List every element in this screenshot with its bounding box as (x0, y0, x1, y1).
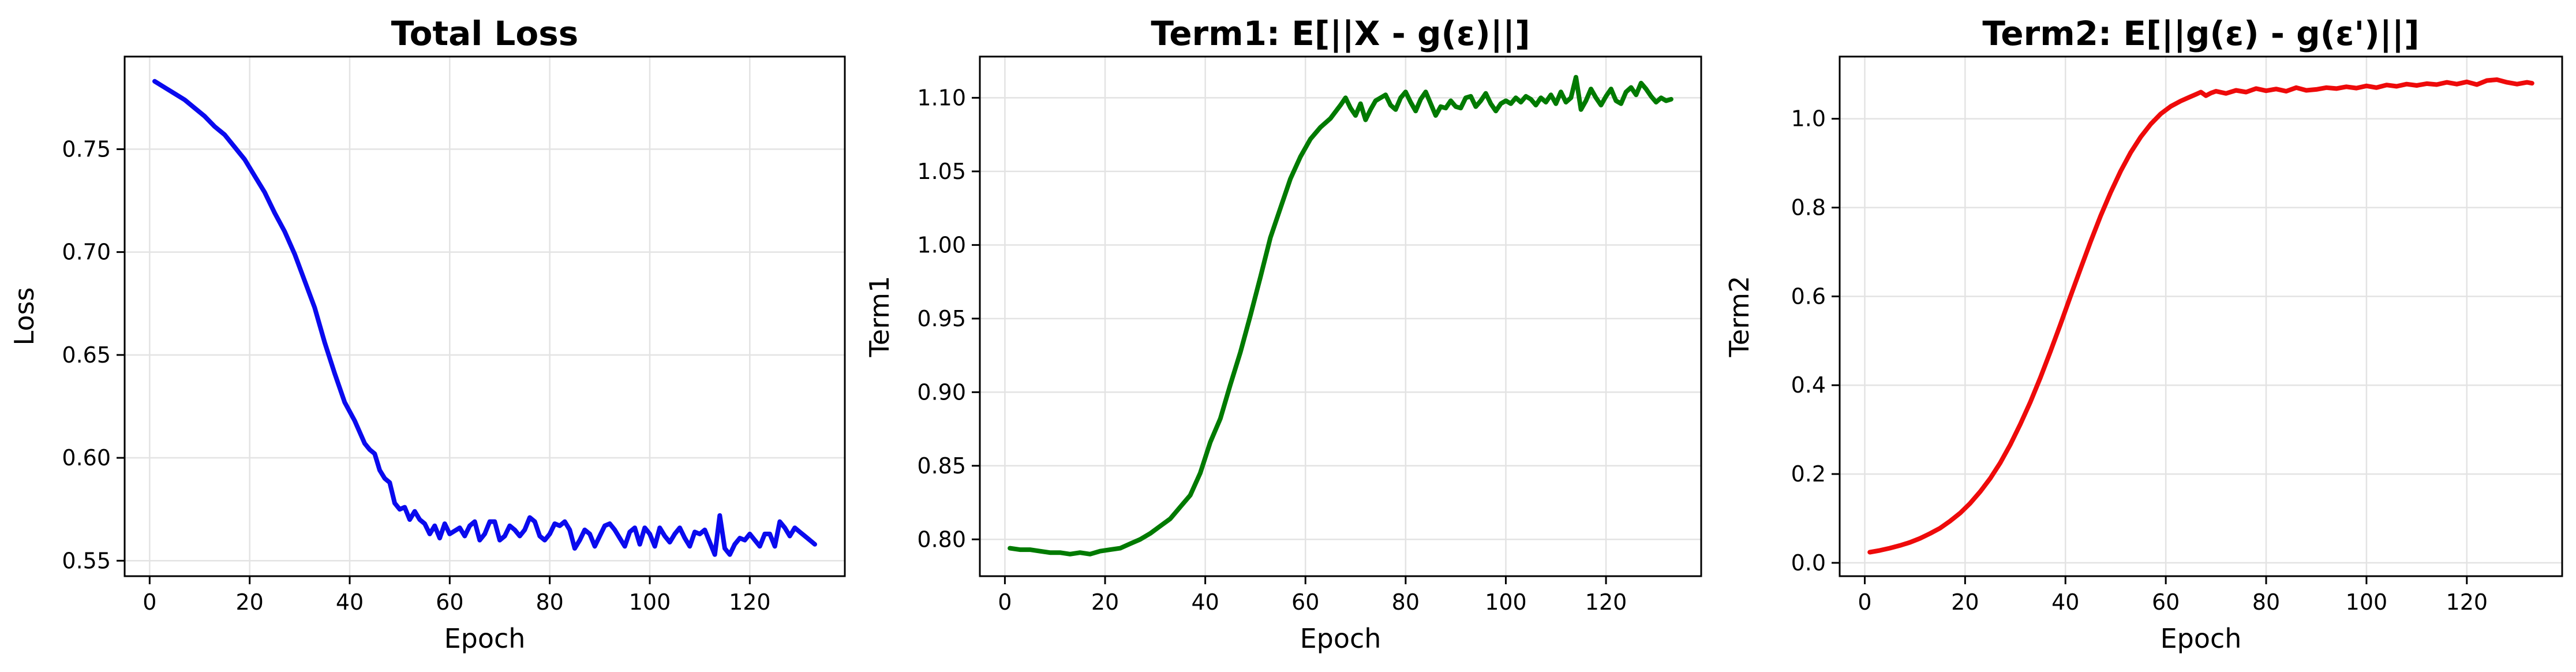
y-tick-label: 0.75 (62, 136, 111, 162)
plot-frame (1839, 55, 2563, 577)
x-tick-label: 40 (1191, 589, 1219, 615)
chart-2: 0 20 40 60 80 100 120 0.80 0.85 0.90 0.95 1.00 1.05 1… (864, 14, 1702, 654)
y-tick-label: 0.4 (1791, 372, 1826, 398)
x-tick-label: 20 (1951, 589, 1979, 615)
y-tick-label: 0.70 (62, 240, 111, 265)
x-tick-label: 60 (436, 589, 463, 615)
y-tick-label: 0.55 (62, 548, 111, 573)
x-axis-label: Epoch (1300, 623, 1381, 654)
plot-frame (123, 55, 846, 577)
plot-frame (979, 55, 1702, 577)
x-tick-label: 20 (235, 589, 263, 615)
y-tick-label: 0.95 (917, 306, 966, 331)
x-tick-label: 120 (1585, 589, 1627, 615)
x-tick-label: 60 (1291, 589, 1319, 615)
x-tick-label: 40 (336, 589, 364, 615)
x-axis-label: Epoch (444, 623, 526, 654)
x-tick-label: 80 (2252, 589, 2280, 615)
y-tick-label: 0.90 (917, 379, 966, 405)
chart-title: Term2: E[||g(ε) - g(ε')||] (1982, 14, 2419, 53)
y-tick-label: 1.10 (917, 85, 966, 110)
x-tick-label: 100 (1485, 589, 1527, 615)
x-tick-label: 0 (1858, 589, 1871, 615)
y-tick-label: 0.2 (1791, 461, 1826, 487)
x-tick-label: 60 (2152, 589, 2180, 615)
y-tick-label: 1.00 (917, 232, 966, 257)
y-tick-label: 1.0 (1791, 106, 1826, 132)
y-tick-label: 0.0 (1791, 550, 1826, 576)
series-line (1008, 74, 1673, 557)
y-tick-label: 0.80 (917, 527, 966, 552)
x-tick-label: 40 (2051, 589, 2079, 615)
x-tick-label: 120 (2446, 589, 2488, 615)
chart-title: Term1: E[||X - g(ε)||] (1151, 14, 1530, 53)
y-tick-label: 0.6 (1791, 283, 1826, 309)
x-tick-label: 100 (2346, 589, 2388, 615)
x-tick-label: 20 (1091, 589, 1119, 615)
chart-1: 0 20 40 60 80 100 120 0.55 0.60 0.65 0.70 0.75 Total… (9, 14, 846, 654)
x-tick-label: 80 (536, 589, 563, 615)
y-tick-label: 0.65 (62, 342, 111, 368)
x-axis-label: Epoch (2161, 623, 2242, 654)
x-tick-label: 120 (729, 589, 771, 615)
y-axis-label: Term1 (864, 276, 895, 358)
y-axis-label: Term2 (1724, 276, 1755, 358)
series-line (152, 79, 817, 557)
y-tick-label: 0.60 (62, 445, 111, 471)
y-tick-label: 0.8 (1791, 195, 1826, 221)
y-tick-label: 0.85 (917, 453, 966, 479)
x-tick-label: 0 (998, 589, 1012, 615)
x-tick-label: 80 (1392, 589, 1420, 615)
y-axis-label: Loss (9, 288, 40, 346)
chart-3: 0 20 40 60 80 100 120 0.0 0.2 0.4 0.6 0.8 1.0 Term2: … (1724, 14, 2563, 654)
x-tick-label: 100 (629, 589, 671, 615)
chart-title: Total Loss (391, 14, 579, 53)
series-line (1867, 77, 2534, 555)
x-tick-label: 0 (143, 589, 156, 615)
y-tick-label: 1.05 (917, 159, 966, 184)
